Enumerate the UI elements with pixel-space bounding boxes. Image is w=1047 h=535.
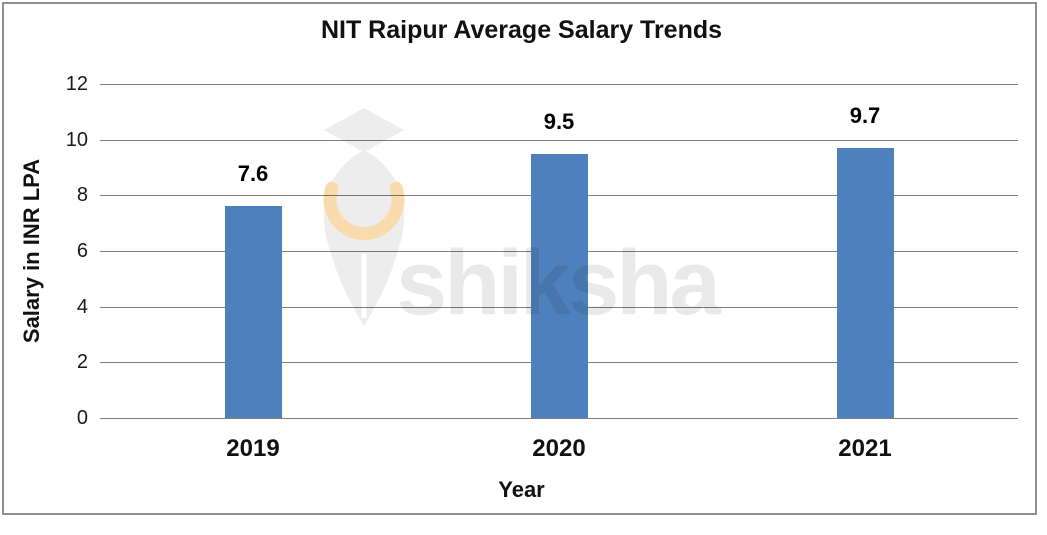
x-tick-label: 2021 bbox=[838, 435, 892, 462]
bar-2021 bbox=[836, 148, 894, 418]
x-axis-line bbox=[100, 418, 1018, 419]
bar-value-label: 7.6 bbox=[237, 161, 269, 187]
gridline bbox=[100, 84, 1018, 85]
y-axis-title: Salary in INR LPA bbox=[19, 158, 44, 344]
y-tick-label: 0 bbox=[76, 407, 88, 429]
y-tick-label: 4 bbox=[76, 295, 88, 318]
x-axis-title: Year bbox=[498, 477, 545, 502]
bar-value-label: 9.7 bbox=[849, 103, 881, 129]
gridline bbox=[100, 139, 1018, 141]
bar-2019 bbox=[224, 206, 282, 418]
x-tick-label: 2020 bbox=[532, 435, 586, 462]
y-tick-label: 10 bbox=[65, 128, 88, 151]
y-tick-label: 8 bbox=[76, 184, 88, 207]
y-tick-label: 2 bbox=[76, 351, 88, 374]
bar-2020 bbox=[530, 153, 588, 418]
chart-title: NIT Raipur Average Salary Trends bbox=[320, 16, 723, 44]
bar-value-label: 9.5 bbox=[543, 108, 575, 134]
y-tick-label: 12 bbox=[65, 73, 88, 95]
y-tick-label: 6 bbox=[76, 240, 88, 262]
x-tick-label: 2019 bbox=[226, 435, 280, 462]
plot-area: 7.6 9.5 9.7 bbox=[100, 84, 1018, 419]
